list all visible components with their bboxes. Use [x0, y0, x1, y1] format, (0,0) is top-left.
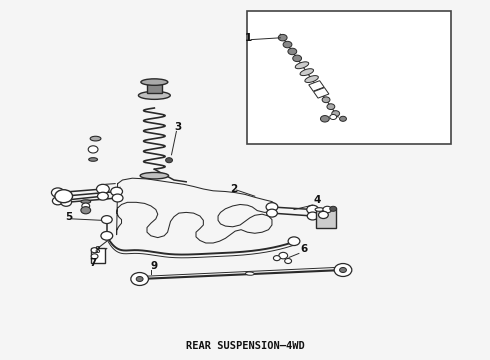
Circle shape [267, 209, 277, 217]
Text: 8: 8 [95, 246, 100, 255]
Circle shape [307, 205, 318, 214]
Ellipse shape [300, 69, 314, 76]
Ellipse shape [81, 200, 91, 203]
Ellipse shape [141, 79, 168, 85]
Circle shape [81, 207, 91, 214]
Text: 4: 4 [314, 195, 321, 206]
Circle shape [330, 114, 337, 120]
Circle shape [340, 267, 346, 273]
Text: 5: 5 [65, 212, 73, 222]
Circle shape [101, 216, 112, 224]
Circle shape [101, 231, 113, 240]
Bar [91, 248, 105, 263]
Circle shape [330, 206, 337, 211]
Circle shape [334, 264, 352, 276]
Circle shape [320, 116, 329, 122]
Circle shape [101, 232, 112, 240]
Bar [309, 81, 324, 91]
Ellipse shape [305, 76, 318, 82]
Circle shape [55, 190, 73, 203]
Circle shape [166, 158, 172, 163]
Circle shape [332, 111, 340, 116]
Circle shape [88, 146, 98, 153]
Bar [247, 11, 451, 144]
Circle shape [283, 41, 292, 48]
Circle shape [82, 203, 90, 209]
Circle shape [136, 276, 143, 282]
Ellipse shape [89, 158, 98, 161]
Bar [314, 87, 329, 98]
Circle shape [97, 184, 109, 194]
Circle shape [278, 35, 287, 41]
Circle shape [98, 192, 108, 200]
Text: 6: 6 [300, 244, 307, 254]
Circle shape [58, 192, 70, 201]
Circle shape [51, 188, 64, 197]
Circle shape [323, 206, 332, 213]
Ellipse shape [295, 62, 309, 69]
Circle shape [52, 197, 63, 205]
Bar [316, 208, 336, 228]
Text: 2: 2 [230, 184, 238, 194]
Text: 9: 9 [151, 261, 158, 271]
Circle shape [288, 237, 300, 246]
Text: 3: 3 [174, 122, 181, 132]
Circle shape [131, 273, 148, 285]
Ellipse shape [315, 208, 324, 211]
Circle shape [318, 211, 328, 219]
Circle shape [91, 254, 98, 259]
Circle shape [112, 194, 123, 202]
Ellipse shape [90, 136, 101, 141]
Circle shape [288, 48, 297, 55]
Text: REAR SUSPENSION–4WD: REAR SUSPENSION–4WD [186, 341, 304, 351]
Circle shape [111, 187, 122, 196]
Ellipse shape [140, 172, 169, 179]
Circle shape [273, 256, 280, 261]
Circle shape [279, 252, 288, 259]
Circle shape [327, 104, 335, 109]
Circle shape [293, 55, 301, 62]
Text: 1: 1 [245, 33, 252, 44]
Bar [147, 84, 162, 93]
Circle shape [322, 97, 330, 103]
Circle shape [266, 203, 278, 211]
Circle shape [285, 258, 292, 264]
Circle shape [61, 198, 72, 206]
Ellipse shape [245, 272, 254, 275]
Circle shape [91, 248, 98, 253]
Text: 7: 7 [90, 258, 97, 268]
Ellipse shape [138, 91, 171, 99]
Circle shape [340, 116, 346, 121]
Circle shape [307, 212, 318, 220]
